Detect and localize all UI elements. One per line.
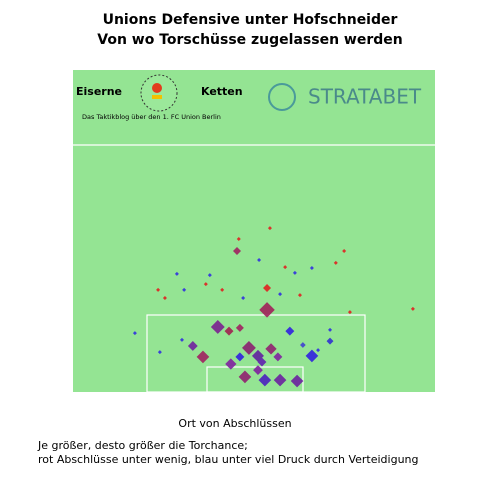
logo-tagline: Das Taktikblog über den 1. FC Union Berl… (82, 113, 221, 121)
logo-badge (152, 95, 162, 99)
logo-badge (140, 74, 178, 112)
shot-marker (333, 260, 338, 265)
shot-marker (257, 357, 267, 367)
shot-marker (207, 273, 212, 278)
sponsor-logo (268, 83, 296, 111)
shot-marker (253, 365, 263, 376)
shot-marker (179, 337, 184, 342)
shot-marker (265, 343, 277, 355)
shot-marker (283, 265, 288, 270)
shot-marker (238, 370, 252, 384)
sponsor-text: STRATABET (308, 85, 422, 109)
logo-text: Eiserne (76, 85, 122, 98)
caption: rot Abschlüsse unter wenig, blau unter v… (38, 453, 419, 466)
shot-marker (257, 257, 262, 262)
shot-marker (132, 331, 137, 336)
shot-marker (267, 226, 272, 231)
shot-marker (285, 326, 295, 336)
chart-title: Unions Defensive unter Hofschneider (103, 12, 398, 28)
shot-marker (162, 295, 167, 300)
shot-marker (300, 342, 306, 348)
chart-title: Von wo Torschüsse zugelassen werden (97, 32, 402, 48)
shot-marker (225, 358, 237, 370)
shot-marker (220, 287, 225, 292)
shot-marker (273, 352, 283, 362)
shot-marker (326, 337, 334, 345)
shot-marker (182, 287, 187, 292)
shot-marker (305, 349, 319, 363)
shot-marker (241, 295, 246, 300)
shot-marker (157, 350, 162, 355)
shot-marker (187, 341, 198, 351)
shot-marker (156, 287, 161, 292)
pitch (73, 70, 435, 392)
shot-marker (292, 270, 297, 275)
shot-marker (347, 310, 352, 315)
shot-marker (290, 374, 304, 388)
shot-marker (258, 373, 272, 387)
shot-marker (410, 306, 415, 311)
shot-marker (174, 271, 179, 276)
logo-text: Ketten (201, 85, 243, 98)
shot-marker (235, 352, 245, 362)
shot-marker (316, 348, 321, 353)
shot-marker (235, 323, 244, 332)
shot-marker (242, 340, 256, 355)
caption: Je größer, desto größer die Torchance; (37, 439, 248, 452)
shot-marker (273, 373, 287, 387)
six-yard-box (206, 366, 304, 393)
shot-marker (342, 248, 347, 253)
shot-marker (278, 292, 283, 297)
shot-marker (196, 350, 210, 364)
logo-badge (152, 83, 162, 93)
shot-marker (224, 326, 234, 336)
x-axis-label: Ort von Abschlüssen (178, 417, 291, 430)
shot-marker (309, 266, 314, 271)
shot-marker (210, 320, 225, 334)
shot-marker (232, 246, 241, 255)
shot-marker (236, 237, 241, 242)
shot-marker (297, 293, 302, 298)
shot-marker (259, 302, 275, 318)
shot-marker (203, 282, 208, 287)
shot-marker (263, 283, 272, 292)
shot-marker (328, 327, 333, 332)
